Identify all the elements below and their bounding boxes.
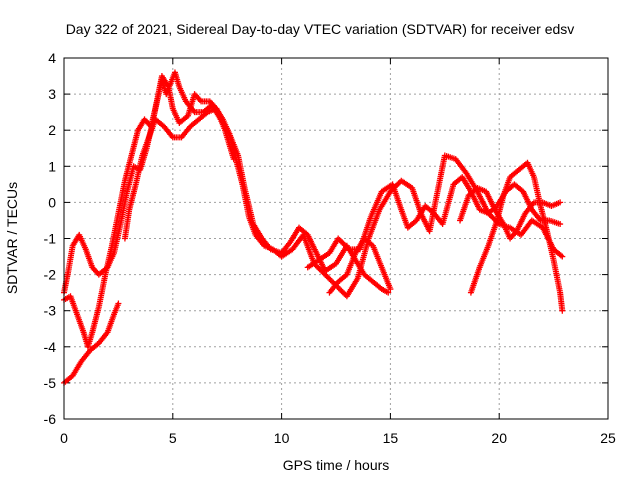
data-point	[387, 286, 394, 293]
series-track-C	[61, 69, 392, 350]
y-tick-label: -5	[44, 375, 57, 391]
y-tick-label: -6	[44, 411, 57, 427]
y-tick-label: -1	[44, 231, 57, 247]
y-axis-label: SDTVAR / TECUs	[4, 182, 20, 294]
data-point	[230, 156, 237, 163]
plot-frame	[63, 57, 609, 420]
data-point	[557, 199, 564, 206]
y-tick-label: -4	[44, 339, 57, 355]
y-tick-label: 3	[48, 86, 56, 102]
series-track-D	[121, 105, 237, 242]
grid-lines	[64, 58, 608, 419]
x-axis-label: GPS time / hours	[283, 457, 390, 473]
chart-title: Day 322 of 2021, Sidereal Day-to-day VTE…	[66, 21, 575, 37]
series-track-F	[467, 159, 566, 314]
x-tick-label: 15	[383, 430, 399, 446]
data-point	[115, 300, 122, 307]
y-tick-label: 2	[48, 122, 56, 138]
x-tick-label: 5	[169, 430, 177, 446]
y-tick-label: 0	[48, 194, 56, 210]
y-tick-label: 4	[48, 50, 56, 66]
x-tick-label: 25	[600, 430, 616, 446]
data-point	[385, 289, 392, 296]
axis-ticks: 0 5 10 15 20 25 -6 -5 -4 -3 -2 -1 0 1 2 3 4	[44, 50, 616, 446]
data-point	[557, 221, 564, 228]
data-point	[559, 253, 566, 260]
data-point	[559, 307, 566, 314]
series-track-G	[457, 184, 564, 242]
y-tick-label: -2	[44, 267, 57, 283]
x-tick-label: 20	[491, 430, 507, 446]
y-tick-label: 1	[48, 158, 56, 174]
x-tick-label: 10	[274, 430, 290, 446]
y-tick-label: -3	[44, 303, 57, 319]
data-points	[61, 69, 566, 386]
x-tick-label: 0	[60, 430, 68, 446]
series-track-E	[304, 174, 564, 271]
series-track-H	[326, 235, 394, 296]
